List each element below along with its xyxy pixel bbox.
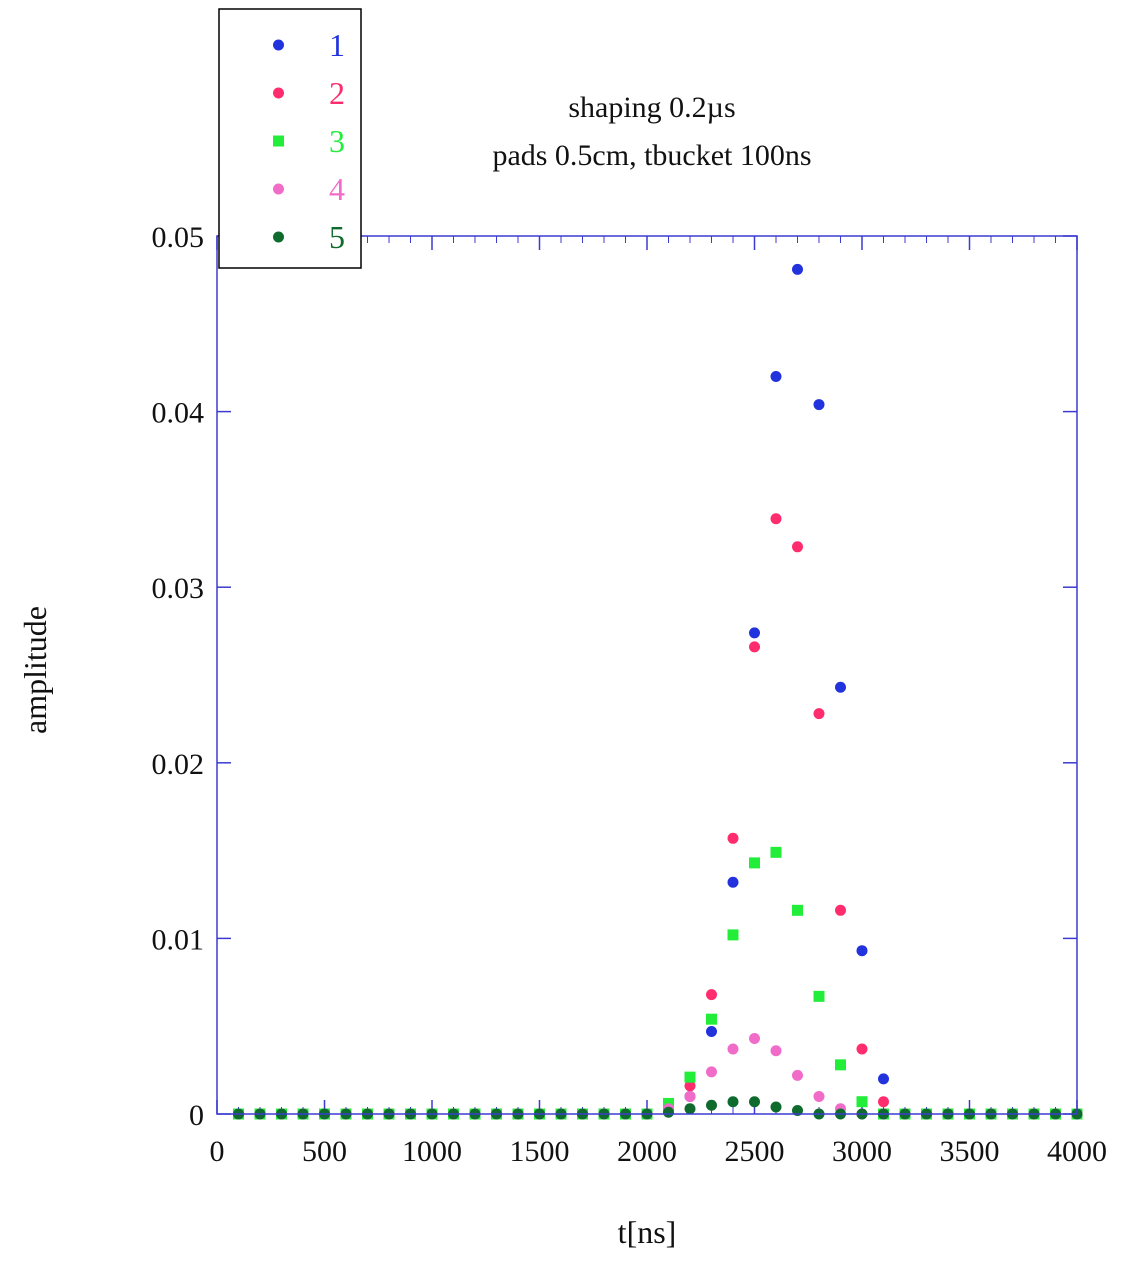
data-point <box>770 1101 782 1113</box>
data-point <box>856 1096 868 1108</box>
data-point <box>770 1045 782 1057</box>
y-tick-label: 0 <box>189 1099 204 1132</box>
plot-frame <box>216 235 1078 1115</box>
legend-marker <box>273 39 284 51</box>
legend-marker <box>273 183 284 195</box>
data-point <box>684 1071 696 1083</box>
data-point <box>813 399 825 411</box>
data-point <box>684 1103 696 1115</box>
x-tick-label: 1000 <box>402 1135 462 1168</box>
data-point <box>727 876 739 888</box>
y-tick-label: 0.03 <box>152 572 205 605</box>
x-axis-label: t[ns] <box>618 1214 677 1250</box>
y-tick-label: 0.04 <box>152 397 205 430</box>
data-point <box>835 904 846 916</box>
data-point <box>727 832 739 844</box>
data-point <box>727 929 739 941</box>
x-tick-label: 2500 <box>725 1135 785 1168</box>
legend-marker <box>273 135 284 147</box>
data-point <box>706 989 717 1001</box>
data-point <box>663 1106 674 1118</box>
chart-title: shaping 0.2µs pads 0.5cm, tbucket 100ns <box>492 91 811 172</box>
legend-box <box>218 8 362 269</box>
x-tick-label: 1500 <box>510 1135 570 1168</box>
data-point <box>749 1096 760 1108</box>
legend-label: 3 <box>329 123 345 159</box>
chart-title-line-2: pads 0.5cm, tbucket 100ns <box>492 139 811 172</box>
data-point <box>706 1099 717 1111</box>
y-tick-label: 0.01 <box>152 923 205 956</box>
y-axis-label: amplitude <box>17 606 53 734</box>
data-point <box>706 1066 717 1078</box>
data-point <box>813 1090 825 1102</box>
legend-label: 5 <box>329 219 345 255</box>
legend-label: 1 <box>329 27 345 63</box>
data-point <box>684 1080 696 1092</box>
data-point <box>706 1013 717 1025</box>
data-point <box>749 857 760 869</box>
legend-label: 2 <box>329 75 345 111</box>
x-tick-labels: 0 500 1000 1500 2000 2500 3000 3500 4000 <box>210 1135 1108 1168</box>
data-point <box>770 846 782 858</box>
data-point <box>813 990 825 1002</box>
data-point <box>749 1032 760 1044</box>
data-point <box>792 1104 803 1116</box>
x-tick-label: 2000 <box>617 1135 677 1168</box>
y-tick-label: 0.05 <box>152 221 205 254</box>
data-point <box>770 370 782 382</box>
data-point <box>856 945 868 957</box>
data-point <box>813 708 825 720</box>
data-point <box>749 627 760 639</box>
legend-item-1: 1 <box>273 27 345 63</box>
data-point <box>792 541 803 553</box>
data-point <box>792 263 803 275</box>
data-point <box>792 1069 803 1081</box>
x-tick-label: 4000 <box>1047 1135 1107 1168</box>
y-tick-label: 0.02 <box>152 748 205 781</box>
data-point <box>856 1043 868 1055</box>
data-point <box>835 681 846 693</box>
data-point <box>792 904 803 916</box>
legend-item-3: 3 <box>273 123 345 159</box>
data-point <box>749 641 760 653</box>
legend-item-5: 5 <box>273 219 345 255</box>
data-point <box>770 513 782 525</box>
chart-title-line-1: shaping 0.2µs <box>568 91 735 124</box>
legend-item-4: 4 <box>273 171 345 207</box>
data-point <box>878 1073 889 1085</box>
y-tick-labels: 0 0.01 0.02 0.03 0.04 0.05 <box>152 221 205 1132</box>
legend-marker <box>273 87 284 99</box>
x-tick-label: 3500 <box>940 1135 1000 1168</box>
data-point <box>727 1096 739 1108</box>
legend-marker <box>273 231 284 243</box>
legend: 1 2 3 4 5 <box>218 8 362 269</box>
legend-label: 4 <box>329 171 345 207</box>
data-point <box>878 1096 889 1108</box>
x-tick-label: 3000 <box>832 1135 892 1168</box>
data-point <box>706 1025 717 1037</box>
data-point <box>835 1059 846 1071</box>
data-point <box>684 1090 696 1102</box>
legend-items: 1 2 3 4 5 <box>273 27 345 255</box>
data-point <box>727 1043 739 1055</box>
legend-item-2: 2 <box>273 75 345 111</box>
x-tick-label: 0 <box>210 1135 225 1168</box>
x-tick-label: 500 <box>302 1135 347 1168</box>
